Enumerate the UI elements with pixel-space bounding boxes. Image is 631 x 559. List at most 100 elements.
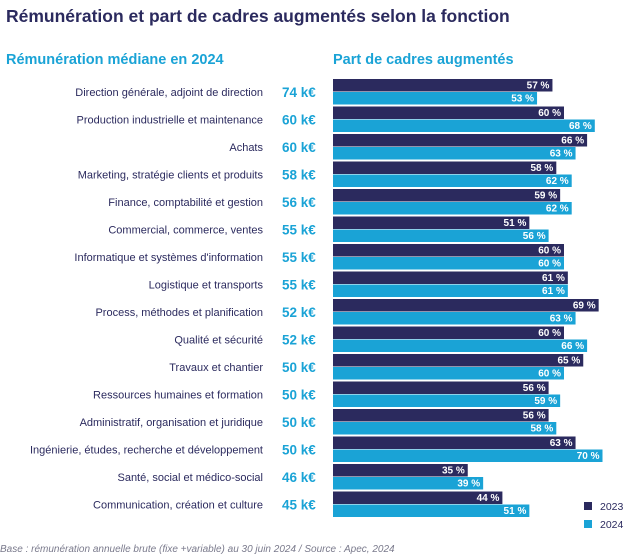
bar-2024 (333, 339, 588, 352)
bar-value-label: 56 % (523, 231, 546, 242)
category-label: Communication, création et culture (93, 499, 263, 511)
bar-value-label: 60 % (538, 108, 561, 119)
category-label: Santé, social et médico-social (117, 472, 263, 484)
bar-2023 (333, 106, 564, 119)
bar-2024 (333, 229, 549, 242)
bar-2024 (333, 367, 564, 380)
bar-value-label: 62 % (546, 204, 569, 215)
salary-value: 52 k€ (282, 305, 316, 320)
category-label: Qualité et sécurité (174, 334, 263, 346)
category-label: Informatique et systèmes d'information (74, 252, 263, 264)
bar-2023 (333, 79, 553, 92)
bar-value-label: 51 % (504, 506, 527, 517)
bar-value-label: 59 % (534, 191, 557, 202)
source-note: Base : rémunération annuelle brute (fixe… (0, 544, 395, 555)
bar-2024 (333, 504, 530, 517)
bar-value-label: 61 % (542, 273, 565, 284)
bar-2023 (333, 299, 599, 312)
category-label: Process, méthodes et planification (95, 307, 263, 319)
share-column-header: Part de cadres augmentés (333, 52, 514, 68)
bar-value-label: 63 % (550, 149, 573, 160)
bar-value-label: 58 % (531, 424, 554, 435)
salary-value: 56 k€ (282, 195, 316, 210)
bar-value-label: 60 % (538, 259, 561, 270)
salary-value: 74 k€ (282, 85, 316, 100)
bar-value-label: 57 % (527, 81, 550, 92)
bar-value-label: 60 % (538, 369, 561, 380)
bar-value-label: 60 % (538, 328, 561, 339)
bar-2024 (333, 119, 595, 132)
bar-value-label: 39 % (457, 479, 480, 490)
bar-2023 (333, 161, 557, 174)
salary-value: 50 k€ (282, 360, 316, 375)
bar-2024 (333, 284, 568, 297)
bar-2024 (333, 422, 557, 435)
bar-value-label: 70 % (577, 451, 600, 462)
bar-2024 (333, 257, 564, 270)
bar-2024 (333, 449, 603, 462)
bar-value-label: 60 % (538, 246, 561, 257)
bar-value-label: 63 % (550, 314, 573, 325)
salary-value: 58 k€ (282, 167, 316, 182)
bar-2023 (333, 216, 530, 229)
category-label: Ressources humaines et formation (93, 389, 263, 401)
bar-value-label: 44 % (477, 493, 500, 504)
salary-value: 45 k€ (282, 497, 316, 512)
category-label: Administratif, organisation et juridique (80, 417, 263, 429)
legend-label-2023: 2023 (600, 501, 624, 513)
legend-swatch-2024 (584, 520, 592, 528)
salary-value: 50 k€ (282, 442, 316, 457)
bar-2023 (333, 244, 564, 257)
bar-chart: Direction générale, adjoint de direction… (30, 79, 624, 531)
bar-2023 (333, 354, 584, 367)
bar-value-label: 35 % (442, 466, 465, 477)
category-label: Logistique et transports (149, 279, 264, 291)
salary-value: 52 k€ (282, 332, 316, 347)
category-label: Production industrielle et maintenance (76, 114, 263, 126)
bar-value-label: 68 % (569, 121, 592, 132)
bar-2023 (333, 326, 564, 339)
category-label: Finance, comptabilité et gestion (108, 197, 263, 209)
bar-2023 (333, 464, 468, 477)
bar-2023 (333, 271, 568, 284)
bar-2023 (333, 436, 576, 449)
category-label: Ingénierie, études, recherche et dévelop… (30, 444, 263, 456)
salary-value: 55 k€ (282, 222, 316, 237)
salary-value: 46 k€ (282, 470, 316, 485)
bar-value-label: 69 % (573, 301, 596, 312)
bar-value-label: 61 % (542, 286, 565, 297)
chart-title: Rémunération et part de cadres augmentés… (6, 6, 510, 26)
salary-value: 55 k€ (282, 250, 316, 265)
category-label: Commercial, commerce, ventes (108, 224, 263, 236)
salary-value: 60 k€ (282, 112, 316, 127)
salary-value: 50 k€ (282, 415, 316, 430)
bar-2024 (333, 477, 484, 490)
bar-value-label: 58 % (531, 163, 554, 174)
bar-value-label: 62 % (546, 176, 569, 187)
bar-value-label: 56 % (523, 383, 546, 394)
bar-value-label: 66 % (561, 136, 584, 147)
bar-2024 (333, 92, 538, 105)
bar-2024 (333, 312, 576, 325)
bar-2023 (333, 491, 503, 504)
bar-2024 (333, 174, 572, 187)
legend-swatch-2023 (584, 502, 592, 510)
category-label: Achats (229, 142, 263, 154)
bar-value-label: 65 % (557, 356, 580, 367)
bar-2023 (333, 134, 588, 147)
category-label: Marketing, stratégie clients et produits (78, 169, 264, 181)
bar-value-label: 51 % (504, 218, 527, 229)
category-label: Direction générale, adjoint de direction (75, 87, 263, 99)
bar-value-label: 53 % (511, 94, 534, 105)
salary-value: 60 k€ (282, 140, 316, 155)
bar-2023 (333, 189, 561, 202)
bar-value-label: 66 % (561, 341, 584, 352)
bar-2023 (333, 409, 549, 422)
bar-value-label: 63 % (550, 438, 573, 449)
salary-value: 50 k€ (282, 387, 316, 402)
legend-label-2024: 2024 (600, 519, 624, 531)
salary-value: 55 k€ (282, 277, 316, 292)
bar-value-label: 56 % (523, 411, 546, 422)
bar-2024 (333, 147, 576, 160)
bar-2023 (333, 381, 549, 394)
